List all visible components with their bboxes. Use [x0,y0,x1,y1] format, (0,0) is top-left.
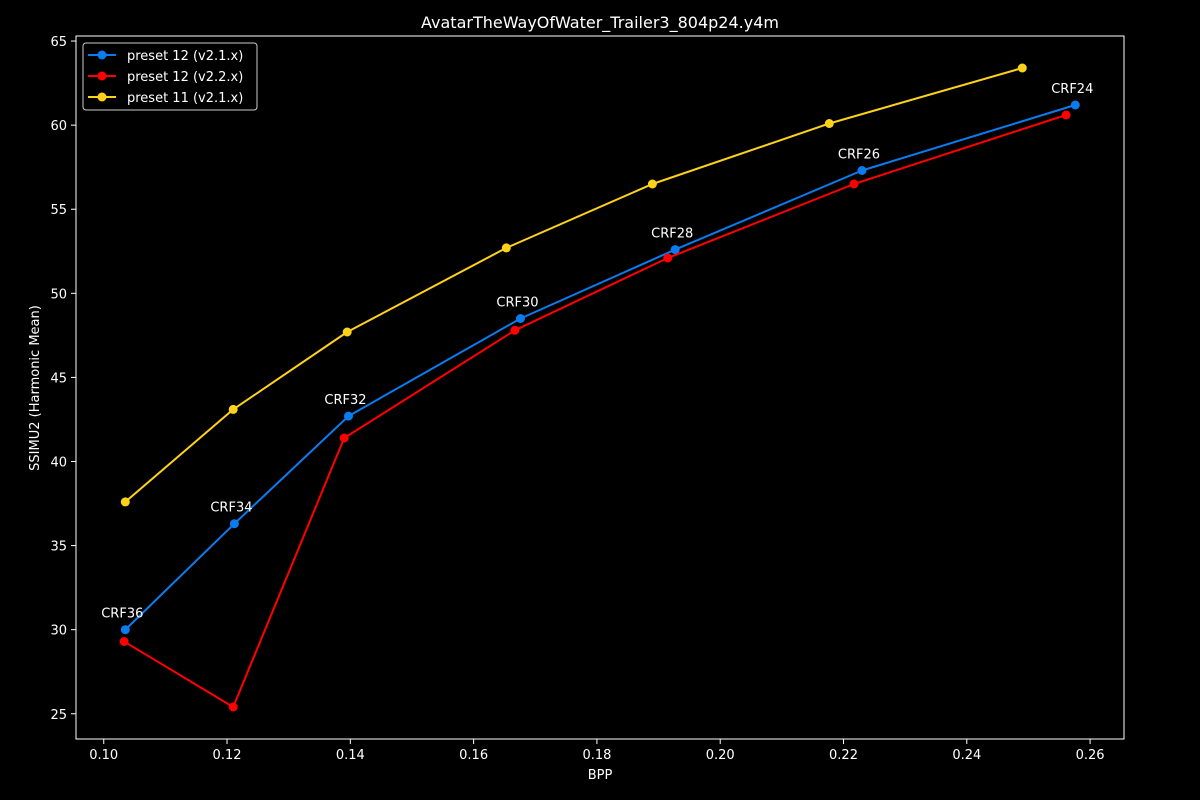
plot-area [75,35,1125,740]
x-tick-label: 0.14 [336,748,365,763]
legend-item: preset 12 (v2.2.x) [88,70,243,85]
legend-swatch-marker [97,92,107,102]
chart-title: AvatarTheWayOfWater_Trailer3_804p24.y4m [421,13,779,33]
legend-swatch-marker [97,50,107,60]
data-point [663,253,673,263]
data-point [670,245,680,255]
crf-annotation: CRF24 [1051,82,1093,97]
legend-swatch-marker [97,71,107,81]
y-axis: 25 30 35 40 45 50 55 60 65 [50,35,76,723]
y-tick-label: 35 [50,540,67,555]
x-axis-label: BPP [588,768,613,783]
data-point [228,702,238,712]
x-tick-label: 0.22 [829,748,858,763]
legend-label: preset 11 (v2.1.x) [127,91,243,106]
y-tick-label: 65 [50,35,67,50]
y-tick-label: 45 [50,371,67,386]
y-tick-label: 60 [50,119,67,134]
data-point [849,179,859,189]
y-tick-label: 55 [50,203,67,218]
annotation-layer: CRF36 CRF34 CRF32 CRF30 CRF28 CRF26 CRF24 [101,82,1093,622]
x-tick-label: 0.16 [459,748,488,763]
series-1 [120,100,1080,635]
legend-label: preset 12 (v2.1.x) [127,49,243,64]
data-point [344,411,353,421]
crf-annotation: CRF32 [324,393,366,408]
data-point [342,327,352,337]
data-point [516,314,525,323]
y-tick-label: 40 [50,456,67,471]
crf-annotation: CRF28 [651,227,693,242]
data-point [1017,63,1027,73]
y-tick-label: 25 [50,708,67,723]
data-point [647,179,657,189]
series-3 [120,63,1027,507]
y-tick-label: 50 [50,287,67,302]
data-point [857,166,867,175]
crf-annotation: CRF26 [838,148,880,163]
data-point [120,497,130,507]
series-2 [119,110,1071,712]
legend-box [82,42,258,111]
x-tick-label: 0.10 [89,748,118,763]
y-tick-label: 30 [50,624,67,639]
data-point [1070,100,1080,110]
legend-item: preset 12 (v2.1.x) [88,49,243,64]
series-layer [119,63,1080,712]
x-tick-label: 0.20 [706,748,735,763]
legend: preset 12 (v2.1.x) preset 12 (v2.2.x) pres… [82,42,258,111]
x-tick-label: 0.12 [213,748,242,763]
data-point [228,404,238,414]
crf-annotation: CRF30 [496,296,538,311]
plot-frame [75,35,1125,740]
x-tick-label: 0.24 [952,748,981,763]
data-point [339,433,349,443]
data-point [120,625,130,635]
y-axis-label: SSIMU2 (Harmonic Mean) [28,305,43,471]
data-point [510,325,520,335]
data-point [119,637,129,646]
data-point [229,519,239,529]
data-point [824,119,834,128]
data-point [1061,110,1071,120]
x-axis: 0.10 0.12 0.14 0.16 0.18 0.20 0.22 0.24 0.26 [89,739,1105,763]
legend-item: preset 11 (v2.1.x) [88,91,243,106]
x-tick-label: 0.26 [1076,748,1105,763]
legend-label: preset 12 (v2.2.x) [127,70,243,85]
x-tick-label: 0.18 [582,748,611,763]
crf-annotation: CRF36 [101,607,143,622]
data-point [501,243,511,253]
crf-annotation: CRF34 [210,501,252,516]
